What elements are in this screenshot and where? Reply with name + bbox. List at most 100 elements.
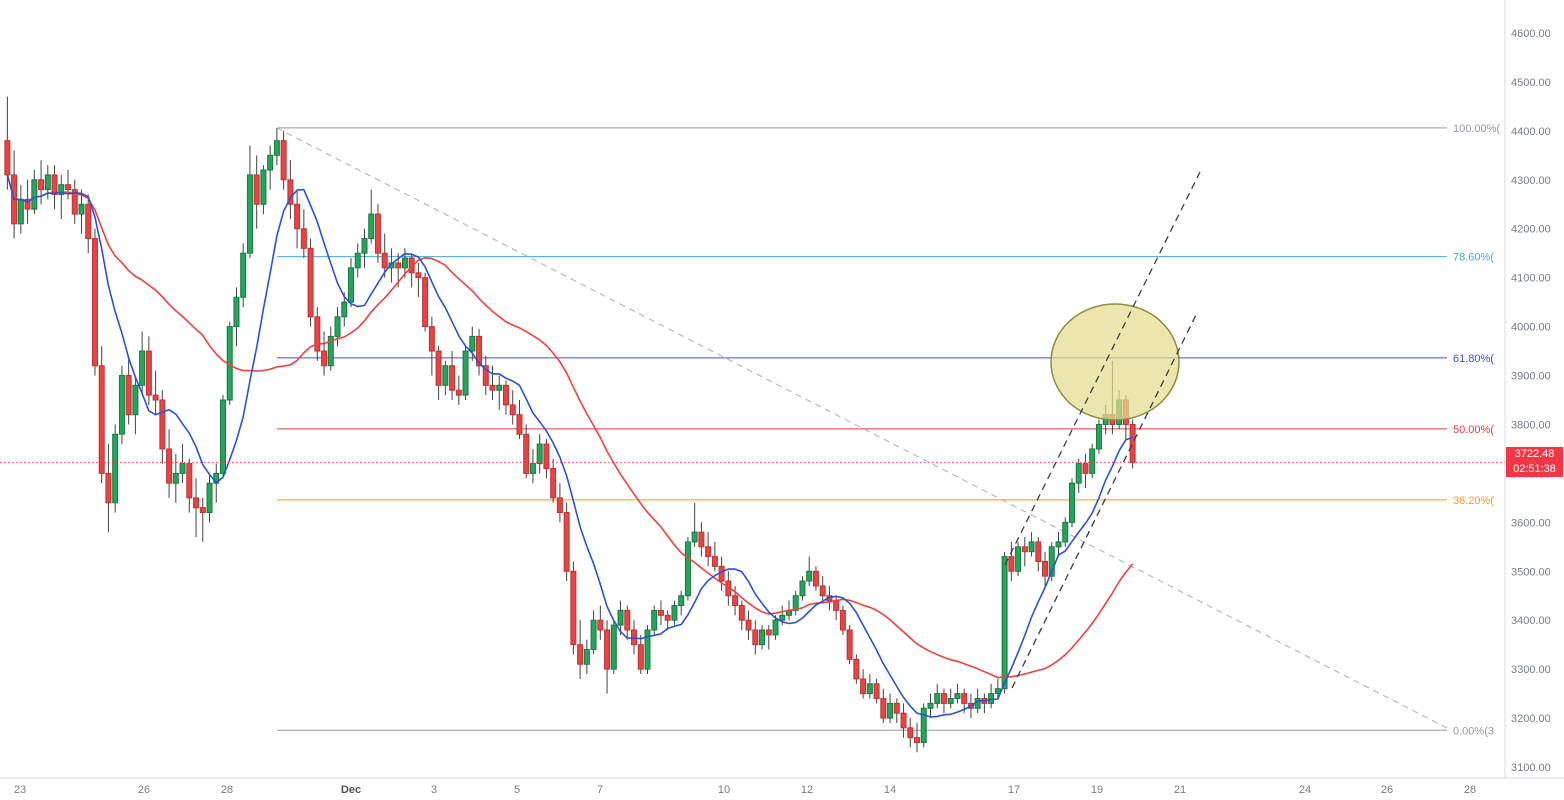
candle xyxy=(860,669,867,699)
candle-body xyxy=(1048,546,1055,577)
candle xyxy=(455,375,462,405)
price-tick-label: 3200.00 xyxy=(1511,713,1551,725)
candle xyxy=(529,448,536,484)
candle-body xyxy=(765,629,772,636)
channel-line[interactable] xyxy=(1004,171,1201,566)
time-tick-label: 24 xyxy=(1299,784,1311,796)
candle-body xyxy=(799,580,806,597)
candle-body xyxy=(988,693,995,704)
candle-body xyxy=(206,482,213,514)
candle-body xyxy=(597,619,604,631)
ma-fast-line xyxy=(6,174,1133,718)
candle-body xyxy=(132,384,139,416)
candle xyxy=(139,331,146,396)
candle xyxy=(698,522,705,557)
time-tick-label: 7 xyxy=(597,784,603,796)
candle-body xyxy=(199,507,206,514)
candle-body xyxy=(267,154,274,171)
candle xyxy=(321,331,328,376)
downtrend-dashed-line[interactable] xyxy=(276,127,1448,729)
candle xyxy=(523,424,530,479)
candle-body xyxy=(664,614,671,621)
candle-body xyxy=(940,693,947,704)
candle-body xyxy=(44,174,51,191)
candle-body xyxy=(354,252,361,269)
candle xyxy=(846,625,853,665)
candle xyxy=(78,189,85,234)
highlight-ellipse[interactable] xyxy=(1050,303,1180,421)
candle-body xyxy=(698,531,705,548)
candle xyxy=(502,380,509,415)
candle-body xyxy=(1028,541,1035,553)
candle xyxy=(1021,537,1028,567)
candle-body xyxy=(1129,423,1136,463)
candle xyxy=(354,243,361,278)
candle xyxy=(462,346,469,400)
candle xyxy=(4,96,11,190)
candle-body xyxy=(4,140,11,176)
candle-body xyxy=(368,213,375,240)
candle xyxy=(1095,419,1102,454)
candle-body xyxy=(745,619,752,631)
candle-body xyxy=(920,707,927,744)
candle xyxy=(556,483,563,523)
candle xyxy=(711,541,718,572)
candle xyxy=(415,262,422,298)
candle xyxy=(657,600,664,626)
candle-body xyxy=(893,702,900,714)
candle-body xyxy=(732,595,739,607)
candle-body xyxy=(219,399,226,474)
fib-level-label: 50.00%( xyxy=(1453,424,1494,436)
candle-body xyxy=(846,629,853,660)
candle-body xyxy=(321,350,328,367)
time-tick-label: 28 xyxy=(1464,784,1476,796)
candle-body xyxy=(860,678,867,695)
candle-body xyxy=(617,609,624,626)
candle xyxy=(583,639,590,675)
candle xyxy=(17,184,24,234)
candle-body xyxy=(1042,560,1049,577)
candle-body xyxy=(509,404,516,416)
candle-body xyxy=(759,629,766,646)
candle-body xyxy=(85,203,92,240)
candle xyxy=(388,248,395,283)
ma-slow-line xyxy=(6,174,1134,679)
candle-body xyxy=(246,174,253,254)
candle xyxy=(118,365,125,445)
candle xyxy=(348,258,355,308)
candle-body xyxy=(705,546,712,558)
candle xyxy=(341,292,348,327)
time-tick-label: Dec xyxy=(341,784,361,796)
candle xyxy=(314,307,321,361)
candle xyxy=(476,329,483,376)
candle-body xyxy=(947,697,954,704)
candle-body xyxy=(327,335,334,367)
candle xyxy=(449,351,456,400)
candle-body xyxy=(1095,423,1102,450)
candle-body xyxy=(550,468,557,499)
candle-body xyxy=(1035,541,1042,562)
candle xyxy=(206,473,213,523)
candle xyxy=(853,654,860,684)
candle-body xyxy=(934,693,941,704)
candle xyxy=(509,390,516,425)
candle xyxy=(361,228,368,268)
candle-body xyxy=(496,384,503,391)
candle-body xyxy=(118,375,125,435)
candle xyxy=(273,127,280,166)
price-tick-label: 4100.00 xyxy=(1511,273,1551,285)
candle xyxy=(880,688,887,723)
candle xyxy=(1129,419,1136,469)
candle-body xyxy=(556,497,563,514)
candle xyxy=(604,620,611,694)
candle xyxy=(637,634,644,675)
candle-body xyxy=(294,203,301,230)
candle-body xyxy=(516,414,523,435)
candle xyxy=(374,204,381,263)
candle-body xyxy=(287,179,294,205)
candle xyxy=(570,561,577,655)
channel-line[interactable] xyxy=(1011,314,1197,689)
candle xyxy=(617,600,624,635)
candle-body xyxy=(273,140,280,156)
